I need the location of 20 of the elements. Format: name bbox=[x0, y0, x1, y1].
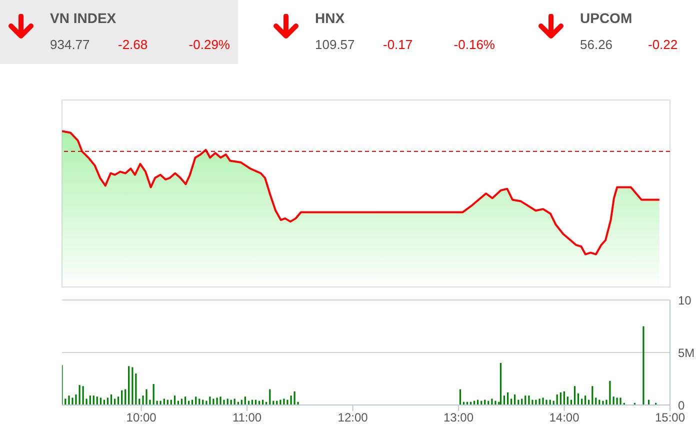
text: -2.68 bbox=[118, 37, 148, 52]
x-tick-label: 11:00 bbox=[232, 410, 262, 425]
text: 934.77 bbox=[50, 37, 90, 52]
y-tick-label: 0 bbox=[678, 398, 685, 412]
text: -0.29% bbox=[188, 37, 230, 52]
x-tick-label: 15:00 bbox=[654, 410, 686, 425]
text: 56.26 bbox=[580, 37, 613, 52]
text: HNX bbox=[315, 10, 345, 26]
x-tick-label: 13:00 bbox=[444, 410, 474, 425]
y-tick-label: 10 bbox=[678, 293, 692, 308]
text: -0.22 bbox=[648, 37, 678, 52]
y-tick-label: 5M bbox=[678, 346, 695, 360]
text: 109.57 bbox=[315, 37, 355, 52]
x-tick-label: 14:00 bbox=[549, 410, 580, 425]
text: -0.16% bbox=[452, 37, 495, 52]
text: UPCOM bbox=[580, 10, 632, 26]
text: -0.17 bbox=[383, 37, 413, 52]
x-tick-label: 12:00 bbox=[338, 410, 368, 425]
text: VN INDEX bbox=[50, 10, 116, 26]
x-tick-label: 10:00 bbox=[126, 410, 157, 425]
